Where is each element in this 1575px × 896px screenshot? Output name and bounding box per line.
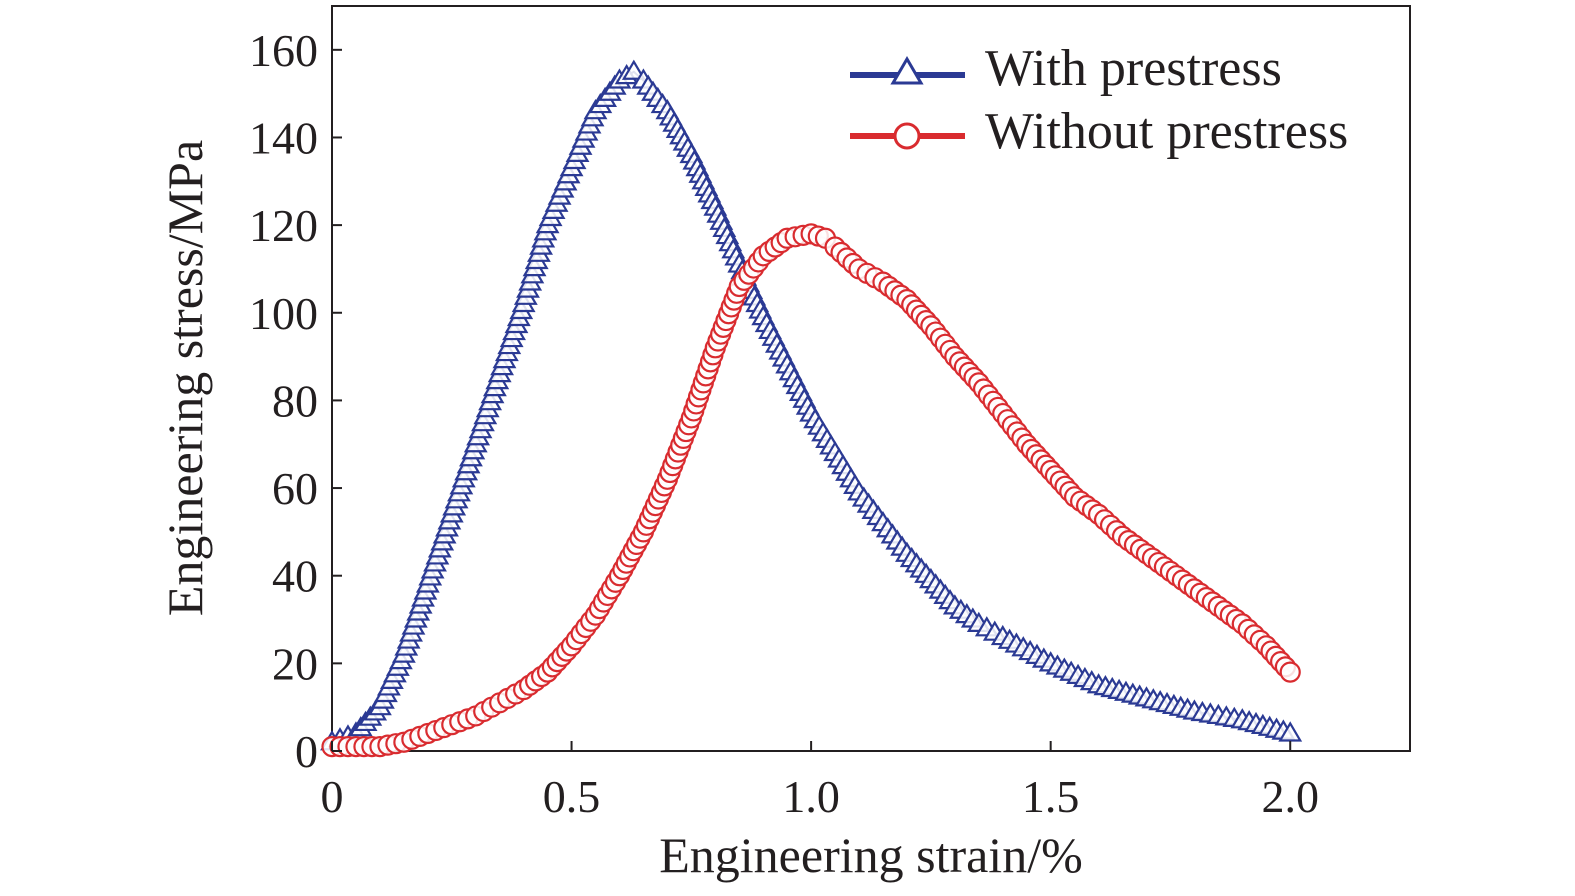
- y-tick-label: 120: [249, 200, 318, 251]
- y-tick-label: 160: [249, 25, 318, 76]
- y-tick-labels: 0 20 40 60 80 100 120 140 160: [249, 25, 318, 777]
- y-tick-label: 140: [249, 112, 318, 163]
- series-layer: [320, 59, 1303, 758]
- data-point-circle: [1279, 661, 1301, 683]
- legend-item-without-prestress: Without prestress: [850, 103, 1348, 160]
- x-tick-labels: 0 0.5 1.0 1.5 2.0: [321, 771, 1319, 822]
- y-axis-title: Engineering stress/MPa: [157, 140, 213, 616]
- legend-marker-circle: [893, 122, 921, 150]
- series-line: [332, 232, 1291, 748]
- legend-item-with-prestress: With prestress: [850, 40, 1282, 97]
- plot-frame: [331, 5, 1411, 752]
- y-tick-label: 0: [295, 726, 318, 777]
- x-tick-label: 0.5: [543, 771, 601, 822]
- series-without-prestress: [321, 223, 1301, 758]
- legend: With prestress Without prestress: [850, 40, 1348, 160]
- x-axis-title: Engineering strain/%: [659, 827, 1083, 883]
- legend-label-with-prestress: With prestress: [985, 40, 1282, 97]
- y-tick-label: 40: [272, 551, 318, 602]
- x-tick-label: 0: [321, 771, 344, 822]
- y-tick-label: 100: [249, 288, 318, 339]
- y-tick-label: 80: [272, 375, 318, 426]
- y-tick-label: 60: [272, 463, 318, 514]
- series-with-prestress: [320, 59, 1303, 751]
- x-tick-label: 2.0: [1261, 771, 1319, 822]
- y-tick-label: 20: [272, 638, 318, 689]
- data-point-triangle: [1278, 721, 1303, 742]
- legend-label-without-prestress: Without prestress: [985, 103, 1348, 160]
- data-point-triangle: [621, 59, 646, 80]
- axis-ticks: [331, 48, 1292, 752]
- legend-marker-triangle: [890, 56, 924, 85]
- x-tick-label: 1.5: [1022, 771, 1080, 822]
- x-tick-label: 1.0: [782, 771, 840, 822]
